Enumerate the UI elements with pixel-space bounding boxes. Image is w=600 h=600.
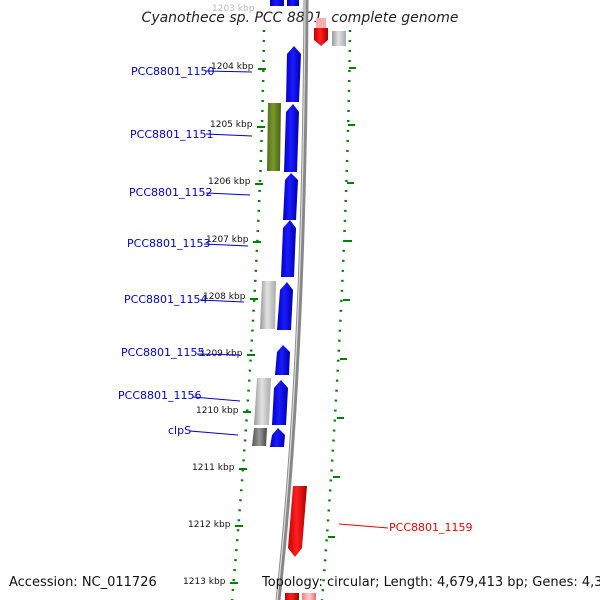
gene-label-pcc8801-1152[interactable]: PCC8801_1152 (129, 186, 212, 199)
gene-features (252, 0, 346, 600)
gene-label-pcc8801-1155[interactable]: PCC8801_1155 (121, 346, 204, 359)
gene-label-pcc8801-1151[interactable]: PCC8801_1151 (130, 128, 213, 141)
tick-label: 1204 kbp (211, 62, 254, 72)
gene-label-pcc8801-1156[interactable]: PCC8801_1156 (118, 389, 201, 402)
gene-arrow-reverse[interactable] (288, 486, 307, 557)
gene-arrow-reverse[interactable] (285, 593, 299, 600)
feature-dark-grey[interactable] (252, 428, 267, 446)
tick-label: 1211 kbp (192, 463, 235, 473)
scale-label-top: 1203 kbp (212, 4, 255, 14)
gene-arrow-forward[interactable] (272, 380, 288, 425)
feature-grey[interactable] (254, 378, 271, 425)
gene-arrow-forward[interactable] (284, 104, 299, 172)
gene-label-pcc8801-1150[interactable]: PCC8801_1150 (131, 65, 214, 78)
feature-grey[interactable] (332, 31, 346, 46)
accession-text: Accession: NC_011726 (9, 575, 157, 590)
inner-scale-track (230, 29, 266, 600)
feature-grey[interactable] (260, 281, 276, 329)
tick-label: 1213 kbp (183, 577, 226, 587)
tick-label: 1207 kbp (206, 235, 249, 245)
feature-olive[interactable] (267, 103, 281, 171)
feature-pink[interactable] (302, 593, 316, 600)
genome-backbone (275, 0, 309, 600)
tick-label: 1209 kbp (200, 349, 243, 359)
gene-arrow-forward[interactable] (275, 345, 290, 375)
gene-label-pcc8801-1154[interactable]: PCC8801_1154 (124, 293, 207, 306)
outer-ticks (328, 67, 356, 538)
gene-label-pcc8801-1153[interactable]: PCC8801_1153 (127, 237, 210, 250)
tick-label: 1212 kbp (188, 520, 231, 530)
map-title: Cyanothece sp. PCC 8801, complete genome (141, 10, 459, 26)
tick-label: 1205 kbp (210, 120, 253, 130)
gene-label-clps[interactable]: clpS (168, 424, 191, 437)
gene-arrow-reverse[interactable] (314, 28, 328, 46)
gene-arrow-forward[interactable] (283, 173, 298, 220)
gene-arrow-forward[interactable] (281, 220, 296, 277)
topology-text: Topology: circular; Length: 4,679,413 bp… (262, 575, 600, 590)
gene-arrow-forward[interactable] (277, 282, 293, 330)
gene-arrow-forward[interactable] (287, 0, 299, 6)
tick-label: 1208 kbp (203, 292, 246, 302)
gene-label-pcc8801-1159[interactable]: PCC8801_1159 (389, 521, 472, 534)
tick-label: 1210 kbp (196, 406, 239, 416)
outer-scale-track (320, 29, 352, 600)
tick-label: 1206 kbp (208, 177, 251, 187)
gene-labels: PCC8801_1150 PCC8801_1151 PCC8801_1152 P… (118, 65, 472, 534)
gene-arrow-forward[interactable] (270, 428, 285, 447)
scale-ticks: 1204 kbp 1205 kbp 1206 kbp 1207 kbp 1208… (183, 62, 266, 587)
gene-arrow-forward[interactable] (270, 0, 284, 6)
gene-arrow-forward[interactable] (286, 46, 301, 102)
